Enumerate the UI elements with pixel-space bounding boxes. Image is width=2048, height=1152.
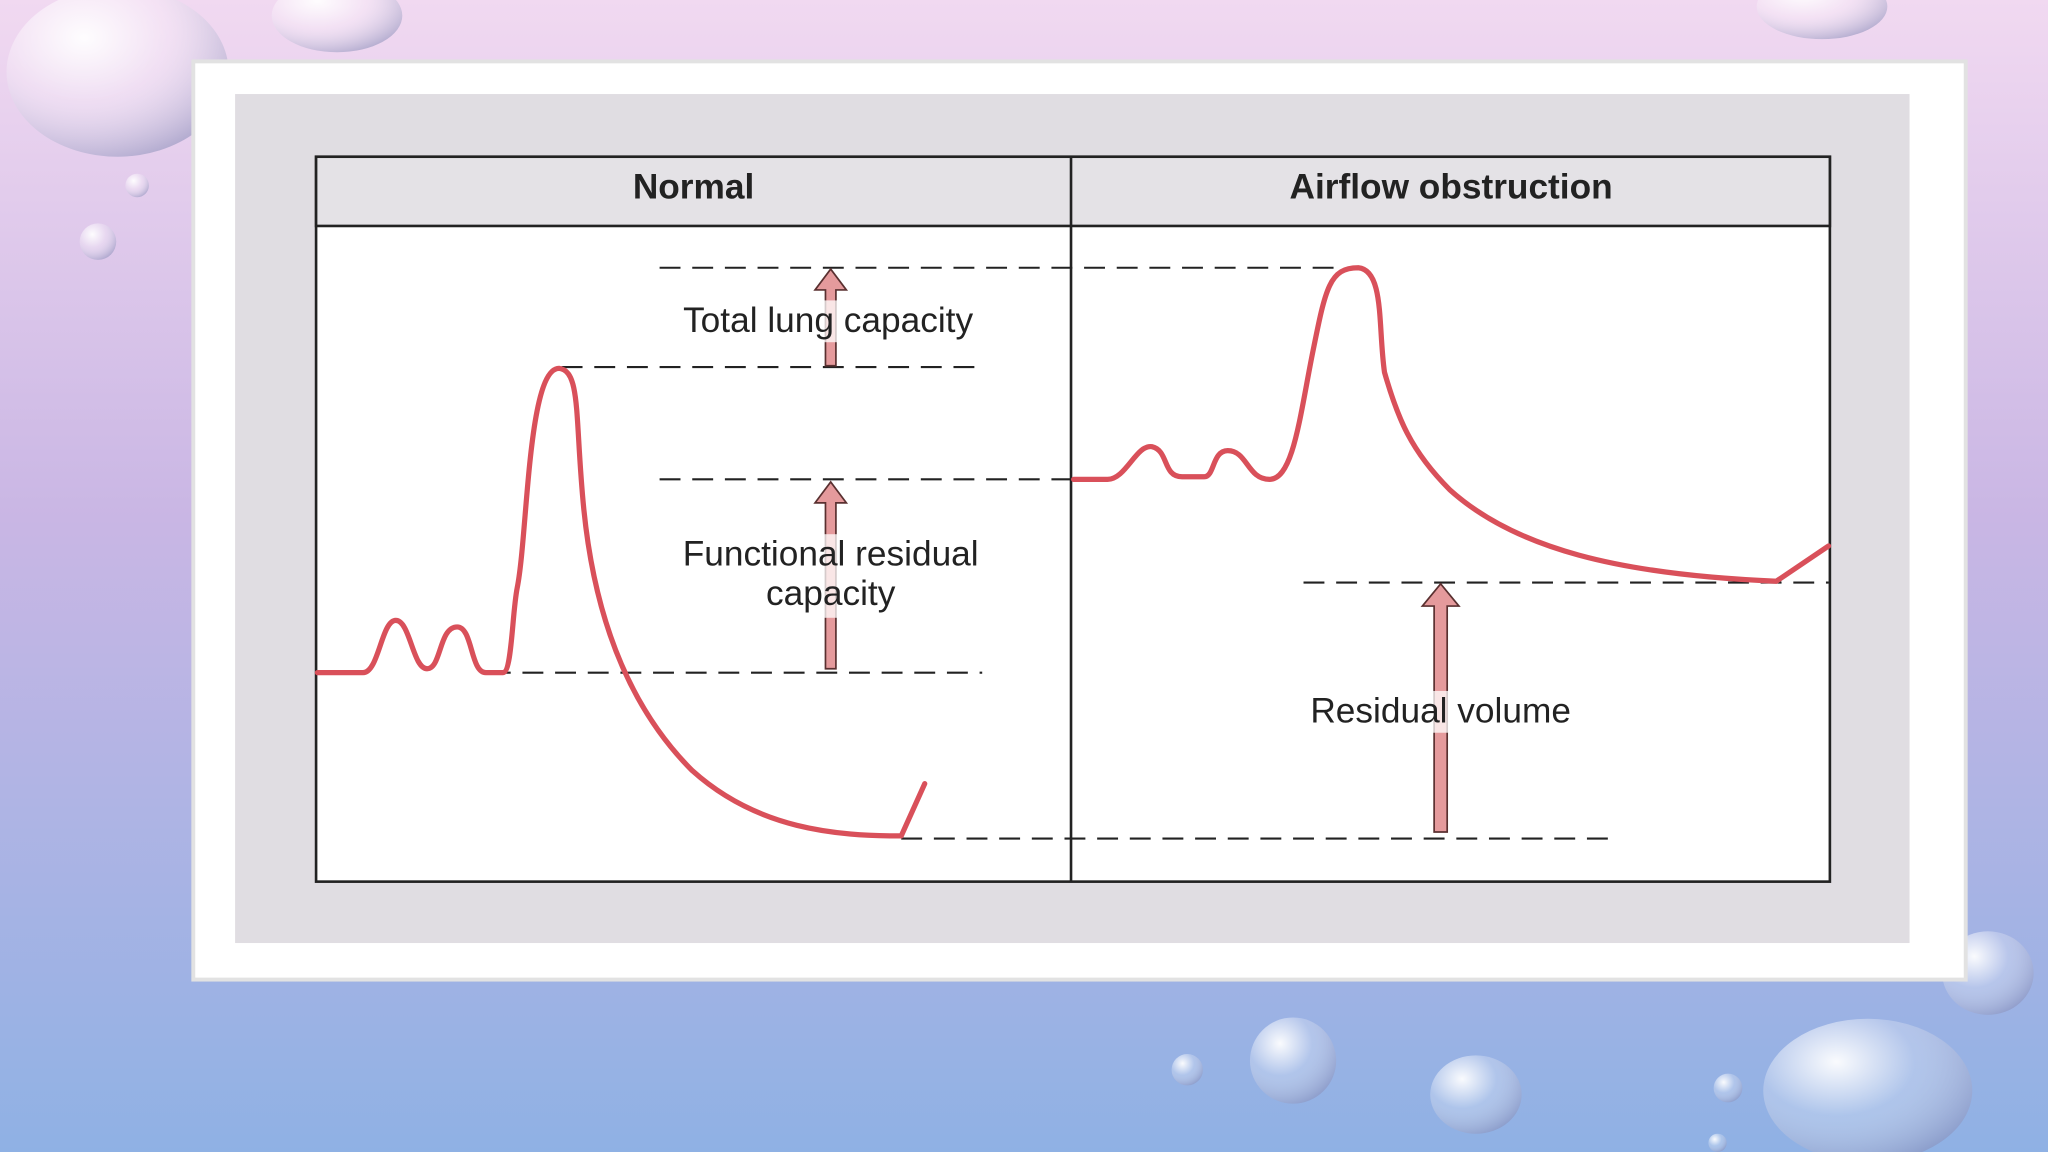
label: Residual volume: [1310, 691, 1571, 730]
obstruction-spirogram: [1071, 265, 1832, 584]
normal-spirogram: [314, 365, 928, 839]
panel-header: Airflow obstruction: [1290, 168, 1613, 207]
droplets: [6, 0, 2034, 1152]
diagram-box: [314, 155, 1832, 883]
label: capacity: [766, 574, 896, 613]
reference-lines: [489, 266, 1829, 840]
header-row: [314, 155, 1832, 228]
label: Total lung capacity: [683, 301, 973, 340]
label: Functional residual: [683, 535, 979, 574]
labels: Total lung capacity Functional residual …: [624, 300, 1623, 733]
panel-header: Normal: [633, 168, 754, 207]
